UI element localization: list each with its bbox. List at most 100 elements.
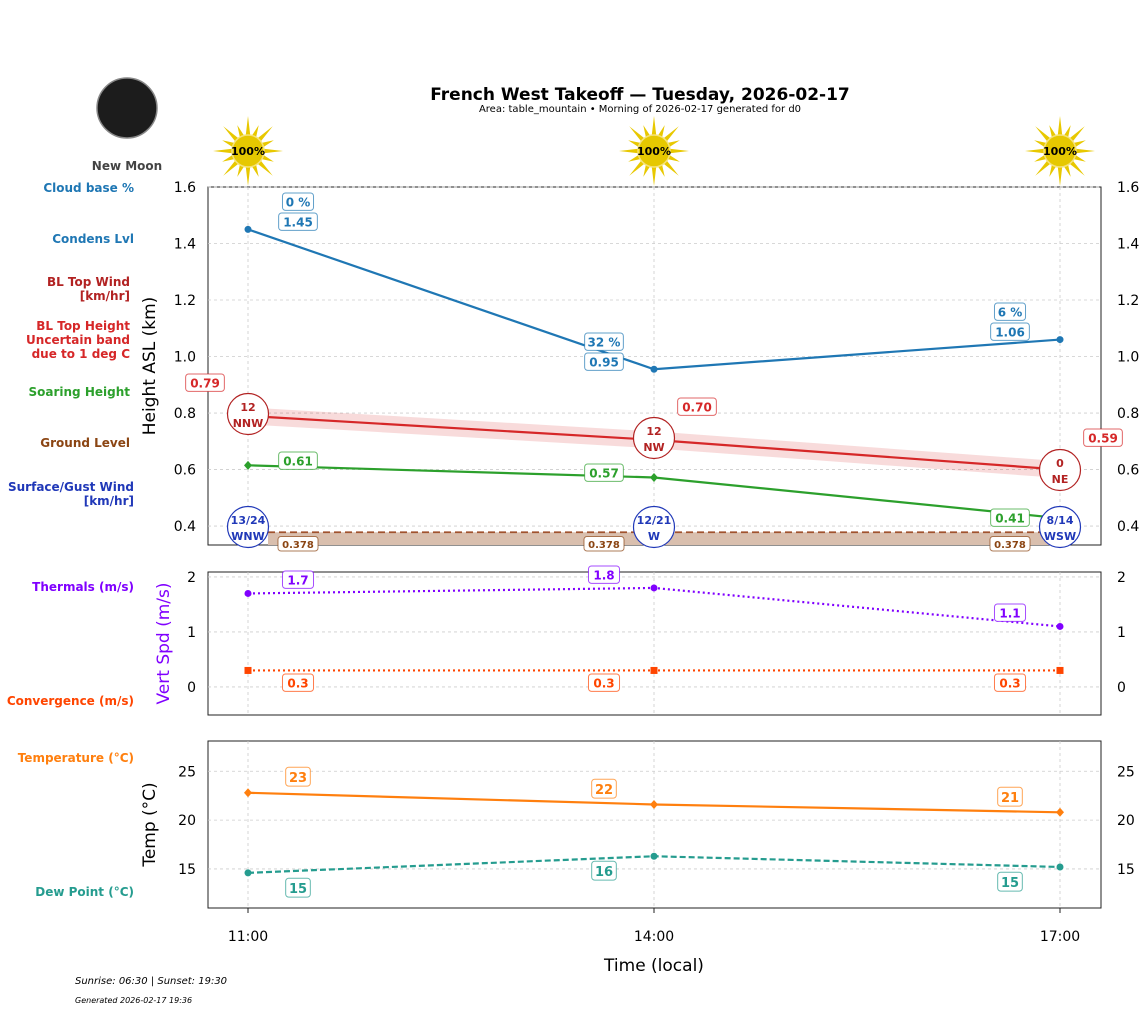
temperature-data-label-box (591, 778, 617, 799)
thermals-point (650, 584, 658, 592)
dew-point-point (1056, 863, 1064, 871)
y-axis-label: Vert Spd (m/s) (154, 582, 174, 704)
y-tick-label-left: 25 (178, 764, 196, 780)
bl-top-wind-circle (632, 416, 676, 460)
condens-lvl-data-label-box (278, 212, 318, 231)
ground-level-data-label-box (583, 536, 625, 552)
cloud-base-pct-label-box (281, 192, 315, 211)
x-axis-label: Time (local) (603, 956, 704, 976)
bl-top-data-label-box (1083, 428, 1123, 447)
soaring-data-label: 0.61 (283, 455, 313, 469)
side-label: Convergence (m/s) (7, 694, 134, 708)
side-label: Uncertain band (26, 333, 130, 347)
condens-lvl-data-label-box (584, 352, 624, 371)
x-tick-label: 17:00 (1040, 929, 1080, 945)
soaring-point (244, 460, 252, 470)
x-tick-label: 14:00 (634, 929, 674, 945)
y-axis-label: Height ASL (km) (140, 297, 160, 436)
condens-lvl-point (244, 225, 252, 233)
moon-phase-label: New Moon (92, 159, 162, 173)
ground-level-data-label-box (277, 536, 319, 552)
plot-frame (207, 740, 1102, 909)
condens-lvl-data-label: 1.06 (995, 326, 1025, 340)
condens-lvl-point (1056, 336, 1064, 344)
bl-top-data-label: 0.70 (682, 401, 712, 415)
y-tick-label-left: 0.4 (174, 519, 196, 535)
bl-top-data-label-box (185, 373, 225, 392)
y-tick-label-right: 15 (1117, 862, 1135, 878)
surface-wind-speed: 8/14 (1047, 514, 1074, 527)
thermals-data-label-box (587, 565, 621, 584)
dew-point-data-label: 15 (289, 882, 307, 897)
dew-point-data-label-box (591, 860, 617, 881)
surface-wind-circle (632, 505, 676, 549)
y-tick-label-right: 0.4 (1117, 519, 1139, 535)
chart-subtitle: Area: table_mountain • Morning of 2026-0… (479, 104, 801, 115)
dew-point-point (244, 869, 252, 877)
surface-wind-speed: 13/24 (231, 514, 266, 527)
bl-top-wind-circle (1038, 448, 1082, 492)
soaring-data-label: 0.57 (589, 467, 619, 481)
side-label: [km/hr] (80, 289, 130, 303)
soaring-data-label-box (278, 451, 318, 470)
bl-top-data-label: 0.59 (1088, 432, 1118, 446)
surface-wind-direction: WNW (231, 530, 264, 543)
side-label: Ground Level (40, 436, 130, 450)
sun-percent-label: 100% (231, 145, 265, 158)
dew-point-data-label-box (997, 871, 1023, 892)
bl-top-data-label: 0.79 (190, 377, 220, 391)
surface-wind-direction: W (648, 530, 660, 543)
footer-generated: Generated 2026-02-17 19:36 (75, 996, 192, 1005)
cloud-base-pct-label: 6 % (998, 306, 1023, 320)
convergence-data-label: 0.3 (593, 677, 614, 691)
y-tick-label-right: 1 (1117, 625, 1126, 641)
chart-title: French West Takeoff — Tuesday, 2026-02-1… (430, 85, 850, 105)
temperature-data-label: 22 (595, 783, 613, 798)
ground-level-data-label: 0.378 (282, 540, 314, 551)
temperature-data-label-box (997, 786, 1023, 807)
condens-lvl-point (650, 365, 658, 373)
temperature-data-label: 23 (289, 771, 307, 786)
condens-lvl-data-label-box (990, 322, 1030, 341)
dew-point-data-label: 15 (1001, 876, 1019, 891)
y-tick-label-right: 1.6 (1117, 180, 1139, 196)
convergence-point (1056, 666, 1064, 674)
sun-ray-icon (213, 116, 283, 186)
convergence-data-label-box (587, 673, 621, 692)
convergence-point (650, 666, 658, 674)
x-tick-label: 11:00 (228, 929, 268, 945)
y-tick-label-left: 0 (187, 680, 196, 696)
thermals-point (244, 589, 252, 597)
convergence-point (244, 666, 252, 674)
condens-lvl-data-label: 1.45 (283, 216, 313, 230)
thermals-data-label-box (993, 603, 1027, 622)
sun-ray-icon (619, 116, 689, 186)
soaring-data-label-box (990, 508, 1030, 527)
side-label: Soaring Height (29, 385, 131, 399)
thermals-data-label: 1.7 (287, 574, 308, 588)
y-tick-label-left: 1.4 (174, 237, 196, 253)
side-label: Cloud base % (43, 181, 134, 195)
temperature-data-label: 21 (1001, 791, 1019, 806)
dew-point-data-label: 16 (595, 865, 613, 880)
bl-top-wind-speed: 12 (646, 425, 661, 438)
side-label: Thermals (m/s) (32, 580, 134, 594)
convergence-data-label-box (993, 673, 1027, 692)
cloud-base-pct-label: 32 % (588, 336, 621, 350)
footer-sun-times: Sunrise: 06:30 | Sunset: 19:30 (75, 976, 227, 987)
side-label: BL Top Height (36, 319, 130, 333)
y-tick-label-left: 1.0 (174, 350, 196, 366)
surface-wind-circle (1038, 505, 1082, 549)
soaring-data-label: 0.41 (995, 512, 1025, 526)
temperature-point (244, 788, 252, 798)
bl-top-wind-direction: NE (1052, 473, 1069, 486)
sun-ray-icon (1025, 116, 1095, 186)
side-label: Condens Lvl (52, 232, 134, 246)
thermals-data-label: 1.8 (593, 569, 614, 583)
y-tick-label-left: 20 (178, 813, 196, 829)
side-label: Dew Point (°C) (35, 885, 134, 899)
y-tick-label-right: 0.6 (1117, 463, 1139, 479)
thermals-data-label-box (281, 570, 315, 589)
bl-top-wind-speed: 12 (240, 401, 255, 414)
